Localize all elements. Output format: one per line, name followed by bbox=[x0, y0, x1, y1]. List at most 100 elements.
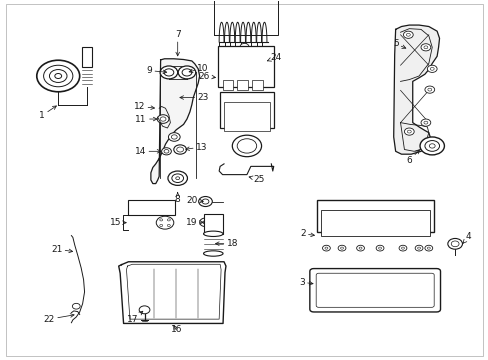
Circle shape bbox=[356, 245, 364, 251]
Circle shape bbox=[161, 148, 171, 155]
Text: 21: 21 bbox=[51, 245, 72, 254]
Circle shape bbox=[378, 247, 381, 249]
Text: 10: 10 bbox=[189, 64, 208, 73]
Text: 5: 5 bbox=[392, 39, 405, 48]
Bar bbox=[82, 47, 92, 67]
Circle shape bbox=[325, 247, 327, 249]
Text: 4: 4 bbox=[462, 232, 470, 243]
Circle shape bbox=[163, 149, 168, 153]
FancyBboxPatch shape bbox=[309, 269, 440, 312]
Circle shape bbox=[43, 65, 73, 87]
Circle shape bbox=[202, 199, 208, 204]
Ellipse shape bbox=[245, 76, 256, 82]
Circle shape bbox=[375, 245, 383, 251]
Text: 18: 18 bbox=[215, 239, 238, 248]
Circle shape bbox=[198, 197, 212, 207]
Circle shape bbox=[358, 247, 361, 249]
Circle shape bbox=[37, 60, 80, 92]
Bar bbox=[251, 80, 262, 90]
Circle shape bbox=[429, 67, 433, 70]
Circle shape bbox=[160, 117, 165, 121]
Text: 8: 8 bbox=[175, 192, 180, 204]
Text: 20: 20 bbox=[186, 196, 203, 205]
Ellipse shape bbox=[203, 251, 223, 256]
Circle shape bbox=[139, 306, 150, 314]
Circle shape bbox=[72, 303, 80, 309]
Circle shape bbox=[173, 145, 186, 154]
Circle shape bbox=[203, 221, 207, 224]
Bar bbox=[224, 102, 269, 131]
Bar bbox=[128, 200, 174, 215]
Circle shape bbox=[404, 128, 413, 135]
Circle shape bbox=[176, 147, 183, 152]
Bar bbox=[220, 92, 273, 128]
Text: 25: 25 bbox=[248, 175, 264, 184]
Bar bbox=[320, 211, 429, 235]
Ellipse shape bbox=[203, 231, 223, 237]
Circle shape bbox=[406, 33, 409, 36]
Bar bbox=[203, 214, 223, 234]
Circle shape bbox=[163, 69, 173, 76]
Circle shape bbox=[160, 224, 163, 226]
Text: 16: 16 bbox=[170, 325, 182, 334]
Circle shape bbox=[337, 245, 345, 251]
Circle shape bbox=[398, 245, 406, 251]
Circle shape bbox=[427, 88, 431, 91]
FancyBboxPatch shape bbox=[316, 273, 433, 307]
Ellipse shape bbox=[259, 76, 269, 82]
Circle shape bbox=[167, 224, 170, 226]
Text: 15: 15 bbox=[109, 218, 126, 227]
Ellipse shape bbox=[219, 76, 230, 82]
Circle shape bbox=[428, 144, 434, 148]
Circle shape bbox=[407, 130, 410, 133]
Bar bbox=[214, 0, 277, 35]
Circle shape bbox=[167, 171, 187, 185]
Circle shape bbox=[171, 135, 177, 139]
Circle shape bbox=[447, 238, 462, 249]
Circle shape bbox=[168, 133, 180, 141]
Text: 3: 3 bbox=[299, 278, 312, 287]
Text: 7: 7 bbox=[175, 30, 180, 56]
Circle shape bbox=[232, 135, 261, 157]
Bar bbox=[316, 200, 433, 232]
Circle shape bbox=[160, 66, 177, 79]
Circle shape bbox=[49, 69, 67, 82]
Bar bbox=[222, 92, 268, 101]
Text: 12: 12 bbox=[134, 102, 154, 111]
Bar bbox=[237, 80, 247, 90]
Circle shape bbox=[401, 247, 404, 249]
Text: 23: 23 bbox=[180, 93, 208, 102]
Circle shape bbox=[322, 245, 330, 251]
Circle shape bbox=[160, 219, 163, 221]
Circle shape bbox=[156, 216, 173, 229]
Circle shape bbox=[420, 119, 430, 126]
Circle shape bbox=[55, 73, 61, 78]
Circle shape bbox=[423, 121, 427, 124]
Circle shape bbox=[182, 69, 191, 76]
Circle shape bbox=[424, 86, 434, 93]
Circle shape bbox=[167, 219, 170, 221]
Circle shape bbox=[450, 241, 458, 247]
Text: 6: 6 bbox=[406, 150, 419, 165]
Circle shape bbox=[427, 65, 436, 72]
Circle shape bbox=[419, 137, 444, 155]
Circle shape bbox=[157, 115, 168, 123]
Circle shape bbox=[175, 177, 179, 180]
Bar bbox=[222, 80, 233, 90]
Circle shape bbox=[417, 247, 420, 249]
Circle shape bbox=[240, 43, 248, 50]
Polygon shape bbox=[151, 59, 199, 184]
Text: 22: 22 bbox=[44, 314, 74, 324]
Circle shape bbox=[178, 66, 195, 79]
Text: 26: 26 bbox=[199, 72, 215, 81]
Text: 19: 19 bbox=[186, 218, 203, 227]
Circle shape bbox=[237, 139, 256, 153]
Text: 2: 2 bbox=[300, 229, 314, 238]
Text: 17: 17 bbox=[126, 311, 142, 324]
Circle shape bbox=[403, 31, 412, 39]
Text: 1: 1 bbox=[39, 106, 56, 120]
Circle shape bbox=[414, 245, 422, 251]
Circle shape bbox=[423, 46, 427, 49]
Text: 14: 14 bbox=[135, 147, 161, 156]
Circle shape bbox=[427, 247, 429, 249]
